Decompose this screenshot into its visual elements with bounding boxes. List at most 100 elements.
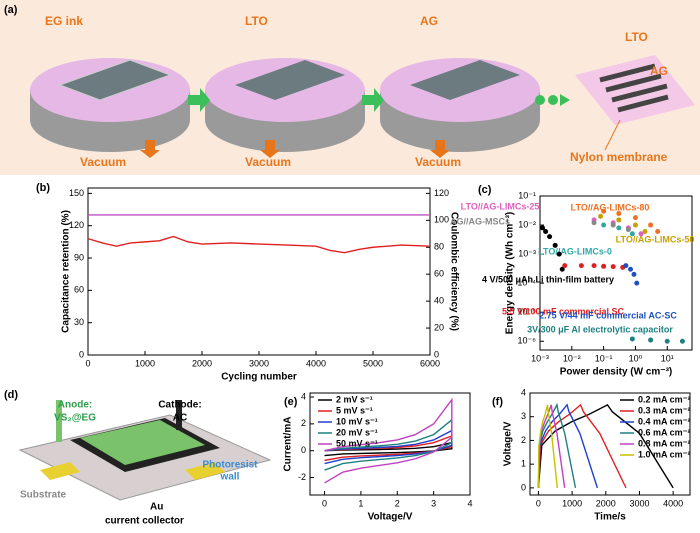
- x-tick-label: 0: [322, 498, 327, 508]
- point: [610, 222, 616, 228]
- legend-label: 0.2 mA cm⁻²: [638, 394, 690, 404]
- y-tick-label: 10⁻⁴: [517, 278, 536, 288]
- x-tick-label: 10⁻¹: [595, 353, 613, 363]
- stage-label: EG ink: [45, 14, 83, 28]
- x-tick-label: 6000: [420, 358, 440, 368]
- disc-1: [30, 58, 190, 158]
- x-tick-label: 5000: [363, 358, 383, 368]
- series-line: [537, 403, 627, 489]
- legend-label: 0.4 mA cm⁻²: [638, 416, 690, 426]
- series-label: AG//AG-MSCs: [450, 216, 510, 226]
- series-label: LTO//AG-LIMCs-0: [538, 246, 612, 256]
- x-tick-label: 1000: [135, 358, 155, 368]
- x-tick-label: 1000: [562, 498, 582, 508]
- wall-label: wall: [220, 472, 240, 483]
- x-tick-label: 1: [358, 498, 363, 508]
- legend-label: 0.8 mA cm⁻²: [638, 438, 690, 448]
- series-line: [87, 235, 431, 254]
- y2-tick-label: 20: [434, 322, 444, 332]
- point: [591, 220, 597, 226]
- x-tick-label: 2: [395, 498, 400, 508]
- disc-3: [380, 58, 540, 158]
- point: [625, 227, 631, 233]
- wall-label: Photoresist: [202, 460, 258, 471]
- anode-label: Anode:: [58, 400, 92, 411]
- y-tick-label: 150: [69, 188, 84, 198]
- y2-tick-label: 100: [434, 215, 449, 225]
- y-tick-label: 120: [69, 220, 84, 230]
- y2-tick-label: 0: [434, 349, 439, 359]
- panel-label: (f): [492, 396, 503, 408]
- anode-label: VS₂@EG: [54, 413, 96, 424]
- panel-label: (d): [4, 389, 18, 401]
- point: [601, 263, 607, 269]
- x-tick-label: 10⁰: [629, 353, 643, 363]
- legend-label: 10 mV s⁻¹: [336, 416, 378, 426]
- stage-label: LTO: [245, 14, 268, 28]
- y-tick-label: 2: [521, 435, 526, 445]
- y-tick-label: 3: [521, 411, 526, 421]
- collector-label: current collector: [105, 516, 184, 527]
- y2-tick-label: 80: [434, 242, 444, 252]
- point: [591, 263, 597, 269]
- series-line: [324, 397, 453, 484]
- plot-frame: [87, 187, 431, 356]
- y-tick-label: 60: [74, 285, 84, 295]
- electrodes: [599, 63, 669, 113]
- x-tick-label: 2000: [192, 358, 212, 368]
- x-tick-label: 10¹: [661, 353, 674, 363]
- point: [547, 234, 553, 240]
- cathode-label: Cathode:: [158, 400, 201, 411]
- vacuum-label: Vacuum: [80, 155, 126, 169]
- y2-tick-label: 40: [434, 296, 444, 306]
- x-tick-label: 4000: [663, 498, 683, 508]
- x-tick-label: 2000: [596, 498, 616, 508]
- legend-label: 50 mV s⁻¹: [336, 438, 378, 448]
- point: [634, 280, 640, 286]
- legend-label: 5 mV s⁻¹: [336, 405, 373, 415]
- x-tick-label: 0: [536, 498, 541, 508]
- series-line: [537, 404, 558, 488]
- stage-label: AG: [420, 14, 438, 28]
- plot-frame: [539, 195, 693, 351]
- point: [562, 263, 568, 269]
- series-label: LTO//AG-LIMCs-25: [461, 201, 540, 211]
- panel-label: (b): [36, 182, 50, 194]
- point: [679, 338, 685, 344]
- y-tick-label: 0: [301, 445, 306, 455]
- panel-label: (a): [4, 4, 18, 16]
- point: [623, 263, 629, 269]
- series-line: [537, 403, 674, 489]
- point: [631, 271, 637, 277]
- x-tick-label: 10⁻³: [531, 353, 549, 363]
- x-tick-label: 3: [431, 498, 436, 508]
- legend-label: 0.3 mA cm⁻²: [638, 405, 690, 415]
- legend-label: 1.0 mA cm⁻²: [638, 449, 690, 459]
- point: [552, 242, 558, 248]
- y-axis-title: Voltage/V: [503, 421, 514, 466]
- point: [655, 228, 661, 234]
- arrow: [188, 88, 210, 112]
- point: [632, 215, 638, 221]
- point: [629, 336, 635, 342]
- point: [629, 231, 635, 237]
- y-tick-label: 1: [521, 459, 526, 469]
- y2-tick-label: 120: [434, 188, 449, 198]
- y-tick-label: 2: [301, 418, 306, 428]
- point: [648, 222, 654, 228]
- x-axis-title: Power density (W cm⁻³): [560, 367, 673, 378]
- arrow: [362, 88, 384, 112]
- y-tick-label: 4: [521, 387, 526, 397]
- y-tick-label: 10⁻⁵: [518, 307, 537, 317]
- y-tick-label: 30: [74, 317, 84, 327]
- x-axis-title: Time/s: [594, 512, 626, 523]
- x-tick-label: 4000: [306, 358, 326, 368]
- disc-2: [205, 58, 365, 158]
- y-tick-label: -2: [298, 472, 306, 482]
- x-tick-label: 4: [467, 498, 472, 508]
- point: [601, 208, 607, 214]
- point: [632, 222, 638, 228]
- series-label: 4 V/500 μAh Li thin-film battery: [482, 274, 614, 284]
- plot-frame: [309, 392, 471, 496]
